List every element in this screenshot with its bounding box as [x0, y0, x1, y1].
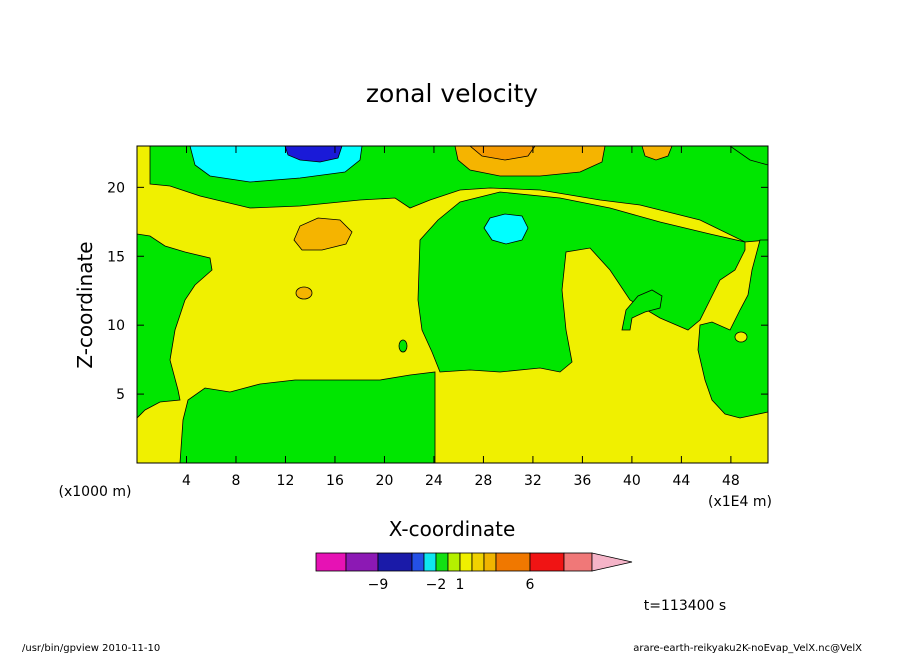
orange-speck: [295, 286, 313, 300]
y-units-label: (x1000 m): [59, 484, 132, 500]
y-axis: 5 10 15 20: [107, 180, 768, 403]
x-tick-label: 28: [475, 473, 493, 489]
footer-left: /usr/bin/gpview 2010-11-10: [22, 643, 160, 654]
x-tick-label: 16: [326, 473, 344, 489]
colorbar-segment: [435, 552, 449, 572]
bottom-green-region: [179, 371, 436, 463]
x-tick-label: 20: [376, 473, 394, 489]
x-tick-label: 44: [672, 473, 690, 489]
colorbar-segment: [447, 552, 461, 572]
colorbar-segment: [483, 552, 497, 572]
blue-region: [284, 146, 343, 163]
x-tick-label: 48: [722, 473, 740, 489]
deep-orange-region: [469, 146, 536, 161]
y-axis-label: Z-coordinate: [73, 241, 97, 368]
contour-field: [137, 146, 768, 463]
x-units-label: (x1E4 m): [708, 494, 772, 510]
colorbar: −9 −2 1 6: [315, 552, 633, 593]
colorbar-segment: [345, 552, 379, 572]
y-tick-label: 15: [107, 249, 125, 265]
colorbar-segment: [495, 552, 531, 572]
x-tick-label: 8: [232, 473, 241, 489]
colorbar-label: −9: [368, 577, 389, 593]
green-speck: [398, 339, 408, 353]
y-tick-label: 5: [116, 387, 125, 403]
green-blob: [621, 289, 663, 331]
footer-right: arare-earth-reikyaku2K-noEvap_VelX.nc@Ve…: [633, 643, 862, 654]
x-tick-label: 40: [623, 473, 641, 489]
colorbar-arrow: [591, 552, 633, 572]
x-axis-label: X-coordinate: [389, 517, 516, 541]
x-tick-label: 4: [182, 473, 191, 489]
colorbar-segment: [529, 552, 565, 572]
colorbar-label: 6: [526, 577, 535, 593]
colorbar-label: −2: [426, 577, 447, 593]
cyan-blob: [483, 213, 529, 245]
colorbar-segment: [459, 552, 473, 572]
left-green-region: [137, 233, 213, 419]
x-axis: 4 8 12 16 20 24 28 32 36 40 44 48: [182, 146, 740, 489]
yellow-speck: [734, 331, 748, 343]
colorbar-segment: [563, 552, 593, 572]
colorbar-segment: [315, 552, 347, 572]
x-tick-label: 36: [573, 473, 591, 489]
y-tick-label: 20: [107, 180, 125, 196]
colorbar-segment: [423, 552, 437, 572]
corner-green-region: [729, 146, 768, 166]
y-tick-label: 10: [107, 318, 125, 334]
x-tick-label: 12: [277, 473, 295, 489]
orange-top-right: [641, 146, 673, 161]
plot-frame: [136, 145, 769, 464]
x-tick-label: 32: [524, 473, 542, 489]
colorbar-segment: [471, 552, 485, 572]
orange-blob: [293, 217, 353, 251]
colorbar-segment: [377, 552, 413, 572]
time-label: t=113400 s: [644, 598, 726, 614]
x-tick-label: 24: [425, 473, 443, 489]
right-green-region: [697, 239, 768, 419]
colorbar-label: 1: [456, 577, 465, 593]
chart-title: zonal velocity: [366, 79, 538, 108]
colorbar-segment: [411, 552, 425, 572]
